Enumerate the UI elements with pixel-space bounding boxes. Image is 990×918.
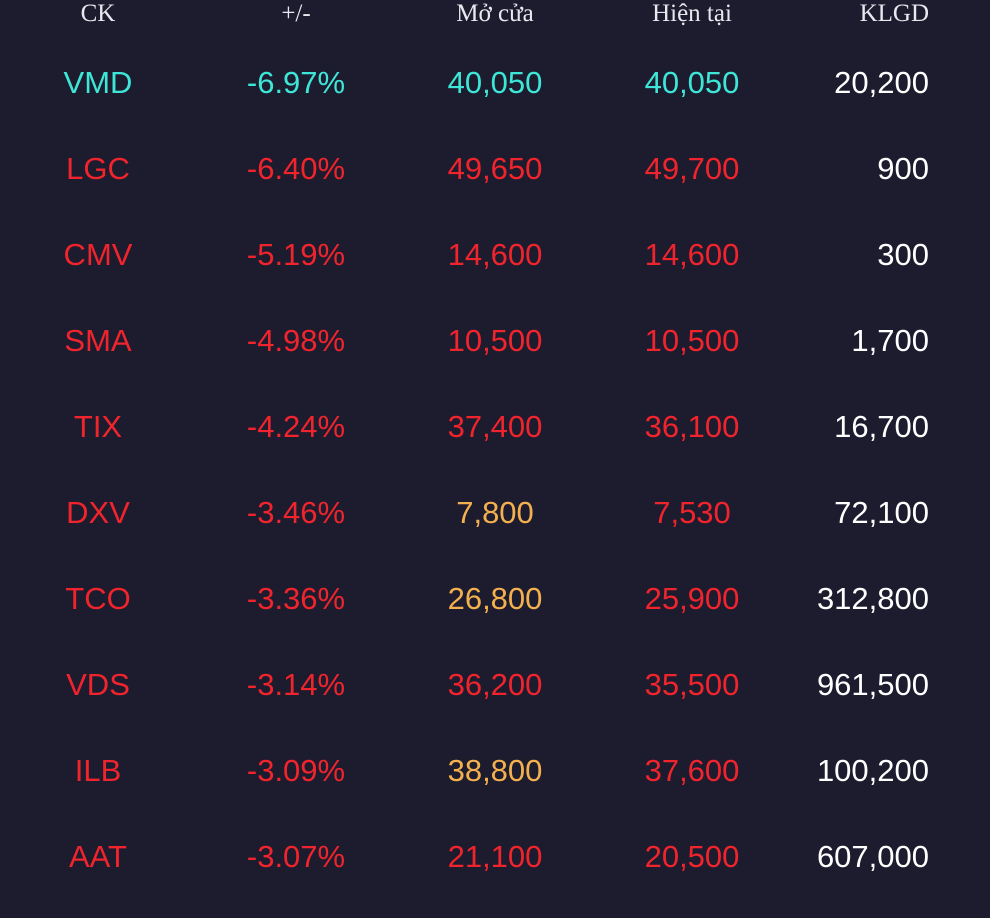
column-header-open[interactable]: Mở cửa (456, 0, 534, 27)
volume-cell: 20,200 (834, 65, 929, 100)
volume-cell: 1,700 (851, 323, 929, 358)
volume-cell: 72,100 (834, 495, 929, 530)
table-row[interactable]: VDS -3.14% 36,200 35,500 961,500 (0, 642, 990, 728)
column-header-current[interactable]: Hiện tại (652, 0, 732, 27)
volume-cell: 312,800 (816, 581, 929, 616)
volume-cell: 607,000 (816, 839, 929, 874)
table-row[interactable]: ILB -3.09% 38,800 37,600 100,200 (0, 728, 990, 814)
column-header-symbol[interactable]: CK (80, 0, 116, 27)
table-row[interactable]: DXV -3.46% 7,800 7,530 72,100 (0, 470, 990, 556)
symbol-cell[interactable]: LGC (66, 151, 130, 186)
change-cell: -3.09% (246, 753, 346, 788)
current-price-cell: 7,530 (653, 495, 731, 530)
symbol-cell[interactable]: VMD (63, 65, 133, 100)
change-cell: -4.24% (246, 409, 346, 444)
table-row[interactable]: LGC -6.40% 49,650 49,700 900 (0, 126, 990, 212)
current-price-cell: 49,700 (644, 151, 740, 186)
open-price-cell: 14,600 (447, 237, 543, 272)
change-cell: -3.46% (246, 495, 346, 530)
column-header-change[interactable]: +/- (281, 0, 311, 27)
open-price-cell: 37,400 (447, 409, 543, 444)
open-price-cell: 21,100 (447, 839, 543, 874)
open-price-cell: 26,800 (447, 581, 543, 616)
current-price-cell: 20,500 (644, 839, 740, 874)
open-price-cell: 10,500 (447, 323, 543, 358)
current-price-cell: 14,600 (644, 237, 740, 272)
open-price-cell: 7,800 (456, 495, 534, 530)
volume-cell: 16,700 (834, 409, 929, 444)
volume-cell: 300 (877, 237, 929, 272)
change-cell: -3.07% (246, 839, 346, 874)
symbol-cell[interactable]: TIX (73, 409, 123, 444)
volume-cell: 100,200 (816, 753, 929, 788)
open-price-cell: 49,650 (447, 151, 543, 186)
current-price-cell: 25,900 (644, 581, 740, 616)
change-cell: -3.14% (246, 667, 346, 702)
open-price-cell: 40,050 (447, 65, 543, 100)
volume-cell: 900 (877, 151, 929, 186)
current-price-cell: 36,100 (644, 409, 740, 444)
stock-table-body: VMD -6.97% 40,050 40,050 20,200 LGC -6.4… (0, 40, 990, 900)
symbol-cell[interactable]: CMV (63, 237, 133, 272)
table-header: CK +/- Mở cửa Hiện tại KLGD (0, 0, 990, 30)
symbol-cell[interactable]: VDS (66, 667, 130, 702)
table-row[interactable]: VMD -6.97% 40,050 40,050 20,200 (0, 40, 990, 126)
table-row[interactable]: TIX -4.24% 37,400 36,100 16,700 (0, 384, 990, 470)
current-price-cell: 35,500 (644, 667, 740, 702)
table-row[interactable]: CMV -5.19% 14,600 14,600 300 (0, 212, 990, 298)
table-row[interactable]: TCO -3.36% 26,800 25,900 312,800 (0, 556, 990, 642)
table-row[interactable]: AAT -3.07% 21,100 20,500 607,000 (0, 814, 990, 900)
symbol-cell[interactable]: DXV (66, 495, 130, 530)
current-price-cell: 40,050 (644, 65, 740, 100)
table-row[interactable]: SMA -4.98% 10,500 10,500 1,700 (0, 298, 990, 384)
open-price-cell: 38,800 (447, 753, 543, 788)
symbol-cell[interactable]: SMA (64, 323, 132, 358)
current-price-cell: 37,600 (644, 753, 740, 788)
volume-cell: 961,500 (816, 667, 929, 702)
change-cell: -3.36% (246, 581, 346, 616)
change-cell: -4.98% (246, 323, 346, 358)
change-cell: -6.97% (246, 65, 346, 100)
current-price-cell: 10,500 (644, 323, 740, 358)
open-price-cell: 36,200 (447, 667, 543, 702)
change-cell: -6.40% (246, 151, 346, 186)
symbol-cell[interactable]: TCO (65, 581, 131, 616)
symbol-cell[interactable]: AAT (69, 839, 127, 874)
symbol-cell[interactable]: ILB (74, 753, 122, 788)
column-header-volume[interactable]: KLGD (859, 0, 929, 27)
change-cell: -5.19% (246, 237, 346, 272)
